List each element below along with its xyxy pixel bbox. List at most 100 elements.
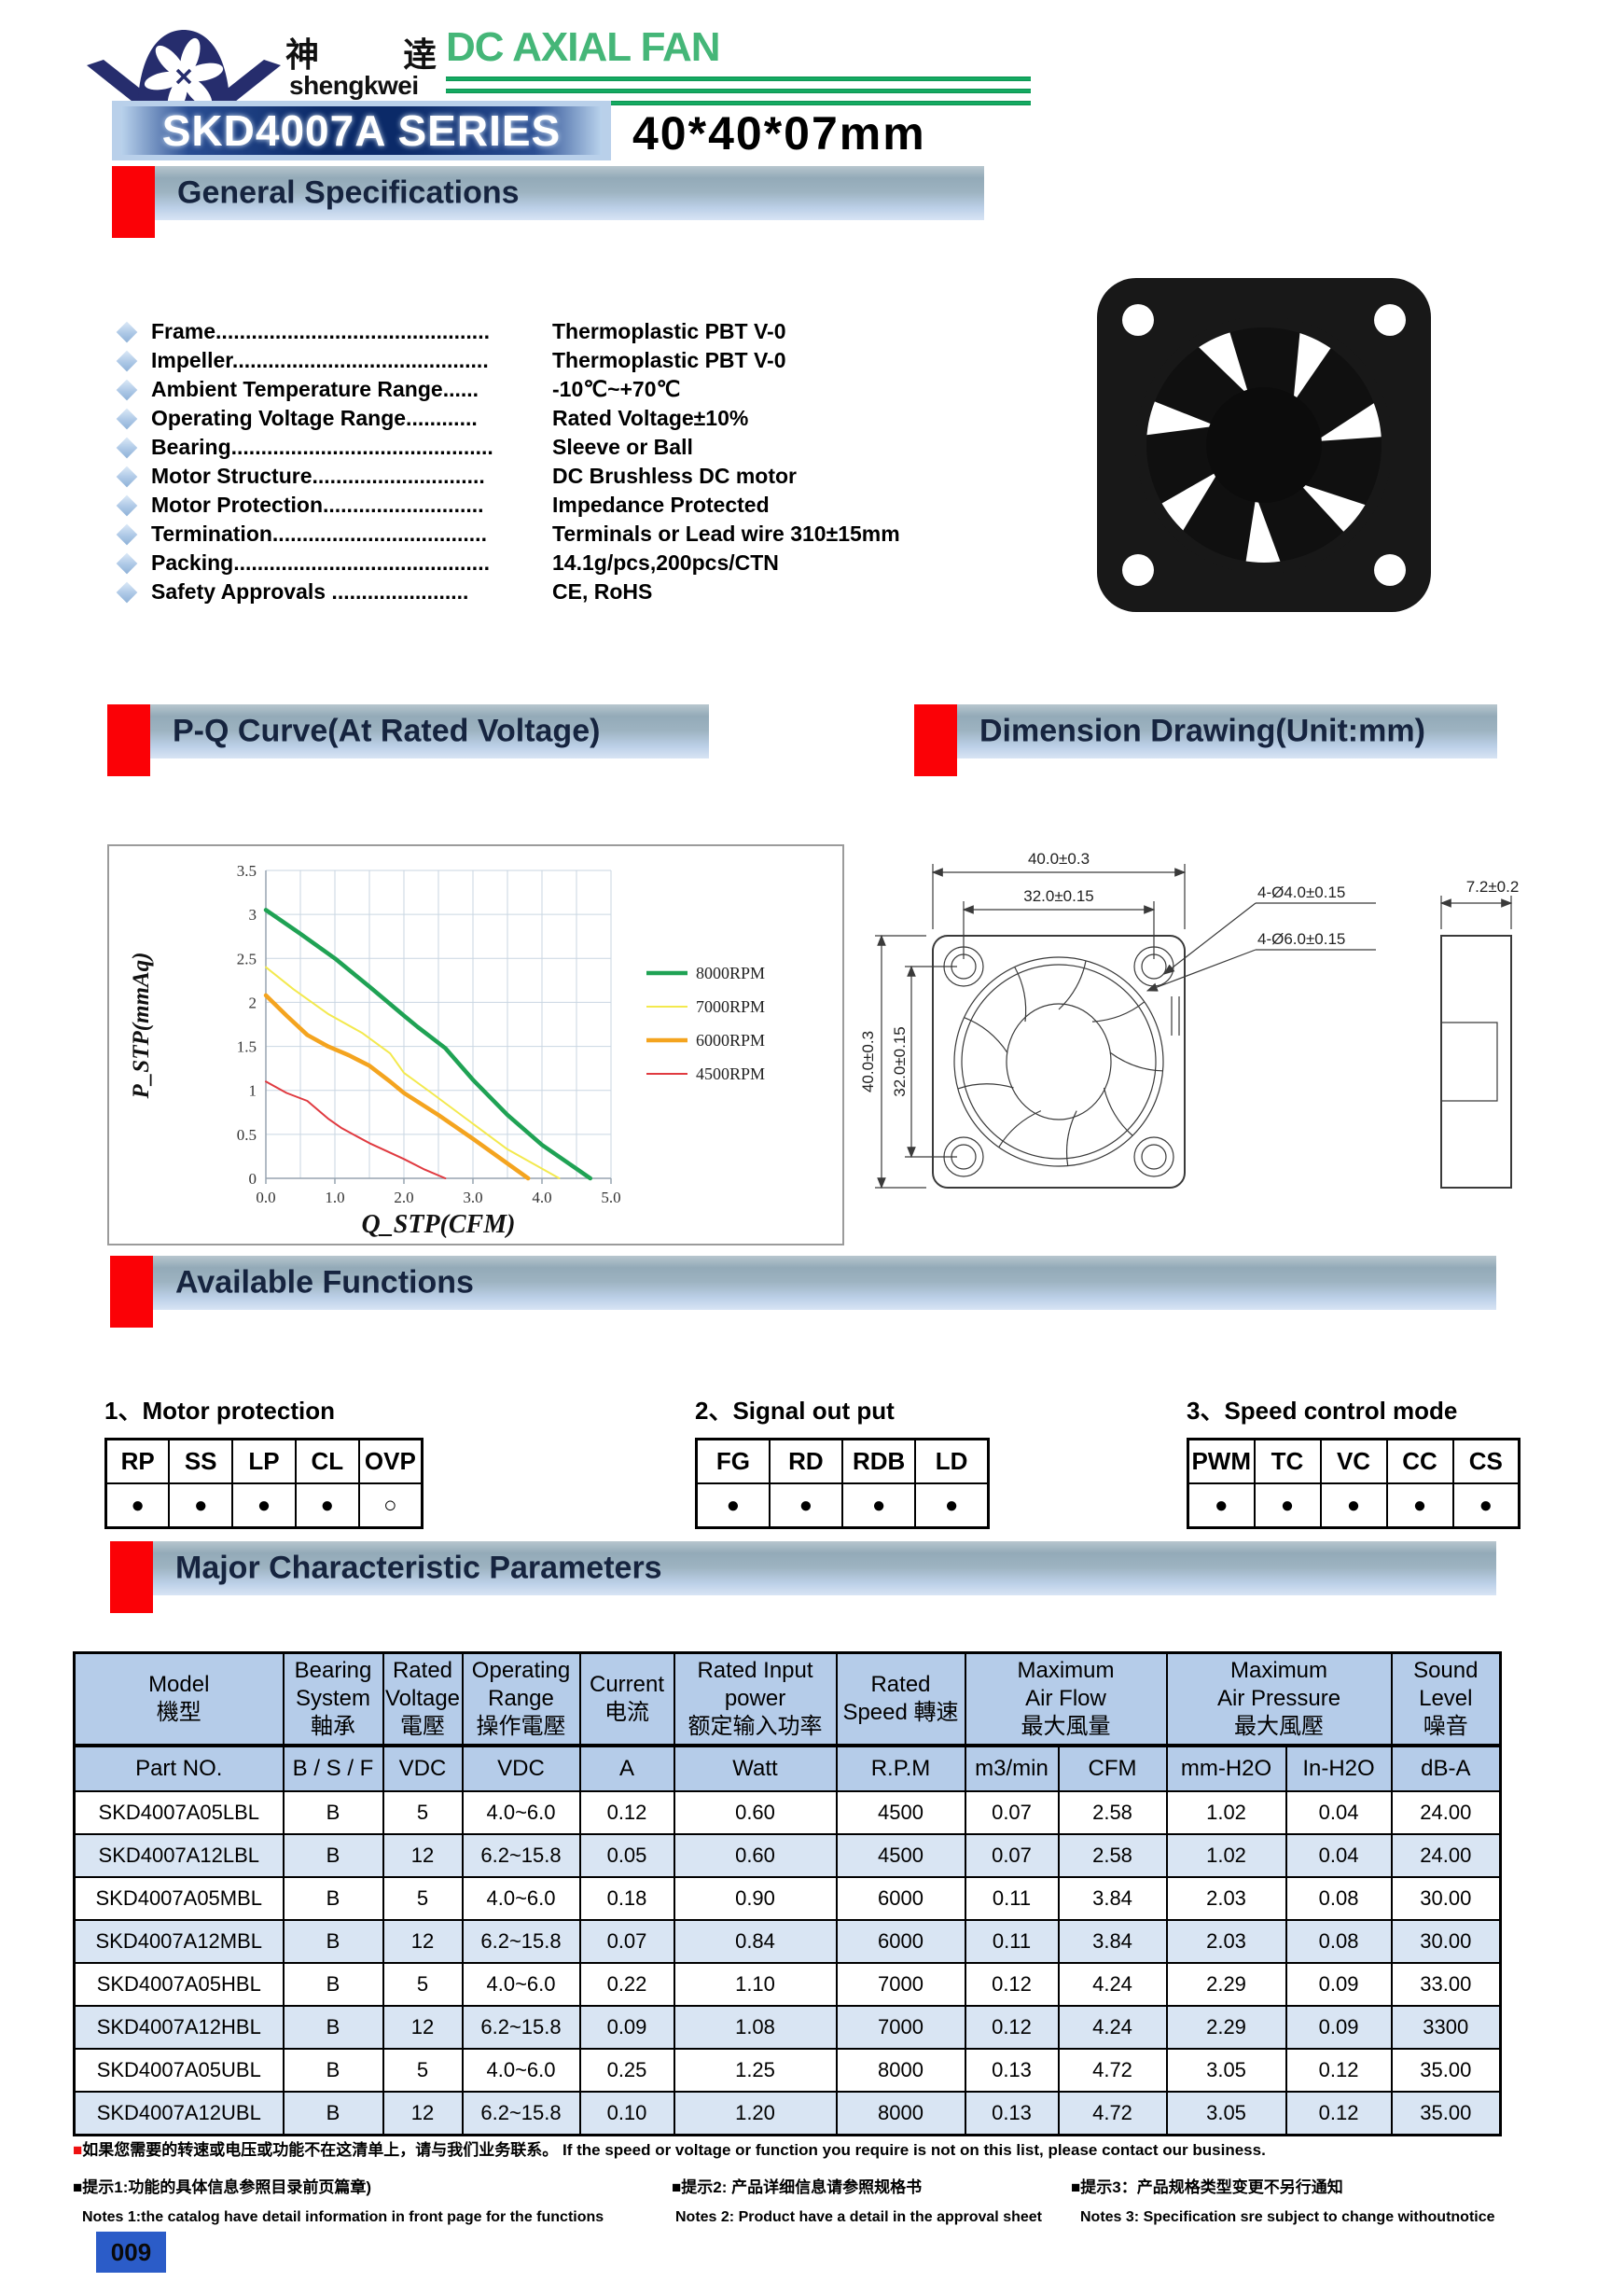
function-marks-row: ● ● ● ● ● (1187, 1482, 1521, 1529)
series-7000RPM (265, 966, 561, 1179)
blade-line (1091, 1001, 1146, 1023)
function-mark: ● (1385, 1482, 1454, 1529)
params-unit-cell: mm-H2O (1165, 1745, 1287, 1792)
x-axis-title: Q_STP(CFM) (362, 1210, 516, 1239)
function-table-caption: 2、Signal out put (695, 1397, 895, 1425)
y-tick-label: 3.5 (237, 862, 257, 880)
params-group-header: Current 电流 (578, 1651, 675, 1747)
x-tick-label: 1.0 (325, 1189, 344, 1206)
x-tick-label: 2.0 (394, 1189, 413, 1206)
params-data-cell: 4.72 (1057, 2048, 1168, 2093)
x-tick-label: 3.0 (463, 1189, 482, 1206)
function-mark: ● (1319, 1482, 1388, 1529)
params-data-cell: B (282, 1919, 384, 1964)
function-table-caption: 3、Speed control mode (1187, 1397, 1458, 1425)
function-table: FG RD RDB LD ● ● ● ● (695, 1438, 990, 1529)
y-tick-label: 1 (249, 1082, 257, 1100)
black-bullet-icon: ■ (73, 2178, 83, 2196)
params-data-row: SKD4007A05MBL B 5 4.0~6.0 0.18 0.90 6000 0.11 3.… (73, 1876, 1502, 1921)
params-data-cell: 5 (382, 2048, 464, 2093)
diamond-bullet-icon (116, 552, 138, 574)
params-data-cell: 4.24 (1057, 2005, 1168, 2050)
params-data-cell: 2.03 (1165, 1876, 1287, 1921)
params-data-cell: 0.12 (964, 1962, 1060, 2007)
page-number: 009 (96, 2232, 166, 2273)
black-bullet-icon: ■ (1071, 2178, 1081, 2196)
params-data-cell: 0.12 (1285, 2091, 1393, 2136)
parameters-table: Model 機型 Bearing System 軸承 Rated Voltage 電… (73, 1651, 1503, 2136)
series-title: SKD4007A SERIES (161, 106, 562, 155)
params-data-cell: 0.07 (964, 1790, 1060, 1835)
params-data-cell: 4.0~6.0 (461, 1790, 581, 1835)
params-data-cell: 30.00 (1390, 1919, 1502, 1964)
spec-value: Thermoplastic PBT V-0 (552, 319, 786, 343)
params-data-cell: 6000 (835, 1876, 966, 1921)
note-en-2: Notes 2: Product have a detail in the ap… (675, 2209, 1042, 2225)
params-data-cell: 0.60 (673, 1833, 838, 1878)
params-data-cell: 0.25 (578, 2048, 675, 2093)
legend-label: 6000RPM (696, 1031, 765, 1050)
params-data-cell: 0.12 (578, 1790, 675, 1835)
spec-value: Impedance Protected (552, 493, 770, 517)
params-data-row: SKD4007A05HBL B 5 4.0~6.0 0.22 1.10 7000 0.12 4.… (73, 1962, 1502, 2007)
params-data-cell: 3300 (1390, 2005, 1502, 2050)
series-4500RPM (265, 1080, 447, 1179)
spec-label: Frame...................................… (151, 319, 490, 343)
params-data-cell: 35.00 (1390, 2048, 1502, 2093)
size-title: 40*40*07mm (632, 107, 926, 160)
params-data-row: SKD4007A05LBL B 5 4.0~6.0 0.12 0.60 4500 0.07 2.… (73, 1790, 1502, 1835)
params-data-cell: 1.02 (1165, 1833, 1287, 1878)
function-col-label: CC (1385, 1438, 1454, 1484)
brand-chinese-1: 神 (285, 35, 320, 74)
parameters-table-wrap: Model 機型 Bearing System 軸承 Rated Voltage 電… (73, 1651, 1503, 2136)
params-data-cell: SKD4007A05LBL (73, 1790, 285, 1835)
blade-line (1103, 1087, 1133, 1136)
params-data-cell: SKD4007A05UBL (73, 2048, 285, 2093)
params-unit-cell: In-H2O (1285, 1745, 1393, 1792)
params-group-header: Rated Input power 额定输入功率 (673, 1651, 838, 1747)
params-data-cell: 4.24 (1057, 1962, 1168, 2007)
function-col-label: TC (1253, 1438, 1322, 1484)
params-data-cell: B (282, 2048, 384, 2093)
spec-row: Operating Voltage Range............ Rated… (112, 404, 1045, 433)
red-square-icon (110, 1256, 153, 1328)
contact-note-zh: 如果您需要的转速或电压或功能不在这清单上，请与我们业务联系。 (82, 2141, 559, 2159)
fan-product-photo (1090, 273, 1439, 619)
y-tick-label: 2 (249, 994, 257, 1011)
section-title: Available Functions (175, 1264, 474, 1301)
params-data-cell: 4500 (835, 1833, 966, 1878)
params-data-cell: 0.09 (1285, 2005, 1393, 2050)
legend-label: 8000RPM (696, 964, 765, 982)
params-unit-cell: Watt (673, 1745, 838, 1792)
function-col-label: RD (768, 1438, 844, 1484)
params-data-cell: 24.00 (1390, 1833, 1502, 1878)
params-data-cell: B (282, 1962, 384, 2007)
legend-label: 7000RPM (696, 997, 765, 1016)
dim-hole-pitch-h: 32.0±0.15 (1023, 887, 1094, 905)
function-mark: ● (695, 1482, 771, 1529)
note-en-3: Notes 3: Specification sre subject to ch… (1080, 2209, 1495, 2225)
header-rule-1 (446, 77, 1031, 81)
spec-value: 14.1g/pcs,200pcs/CTN (552, 550, 779, 575)
params-data-cell: 0.09 (578, 2005, 675, 2050)
diamond-bullet-icon (116, 523, 138, 545)
params-data-cell: 0.11 (964, 1919, 1060, 1964)
params-data-cell: 0.90 (673, 1876, 838, 1921)
params-data-cell: 1.25 (673, 2048, 838, 2093)
general-specs-list: Frame...................................… (112, 317, 1045, 606)
params-data-cell: 33.00 (1390, 1962, 1502, 2007)
params-group-header: Operating Range 操作電壓 (461, 1651, 581, 1747)
x-tick-label: 5.0 (601, 1189, 620, 1206)
params-data-cell: B (282, 2091, 384, 2136)
function-col-label: VC (1319, 1438, 1388, 1484)
dim-hole-pitch-v: 32.0±0.15 (891, 1026, 909, 1097)
pq-chart-frame: 0.0 1.0 2.0 3.0 4.0 5.0 0 0.5 1 1.5 2 2.5 3 3.5 8000R… (107, 844, 844, 1245)
diamond-bullet-icon (116, 350, 138, 371)
blade-line (1014, 967, 1027, 1023)
section-title: Dimension Drawing(Unit:mm) (979, 713, 1425, 749)
function-header-row: FG RD RDB LD (695, 1438, 990, 1484)
function-table: RP SS LP CL OVP ● ● ● ● ○ (104, 1438, 424, 1529)
section-pq-curve: P-Q Curve(At Rated Voltage) (107, 704, 709, 776)
blade-line (1109, 1051, 1163, 1072)
spec-value: Thermoplastic PBT V-0 (552, 348, 786, 372)
